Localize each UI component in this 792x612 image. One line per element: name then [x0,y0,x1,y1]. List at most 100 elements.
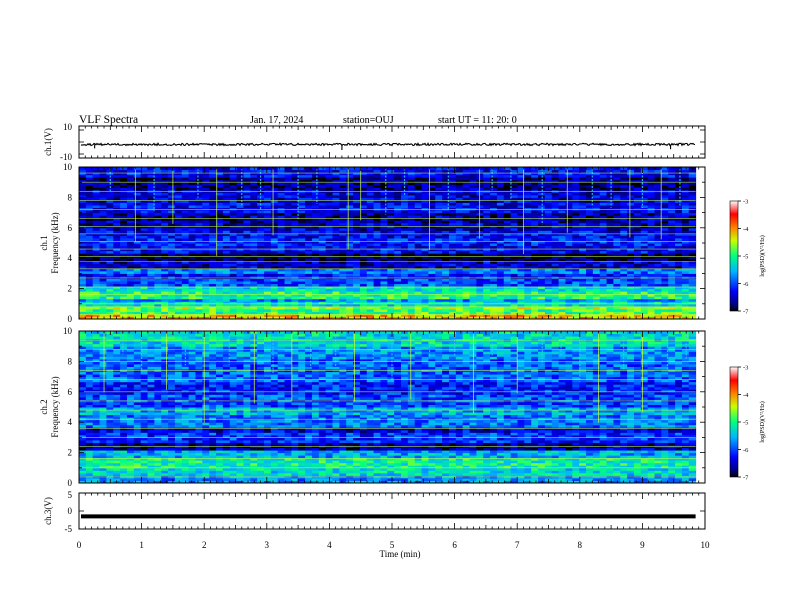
spectrogram-cell [243,258,251,262]
spectrogram-cell [85,298,94,302]
spectrogram-cell [414,301,423,305]
spectrogram-cell [490,306,498,310]
spectrogram-cell [633,230,642,234]
spectrogram-cell [640,222,649,226]
spectrogram-cell [401,288,409,292]
spectrogram-cell [359,232,368,236]
spectrogram-cell [640,225,649,229]
spectrogram-cell [174,225,183,229]
spectrogram-cell [140,243,149,247]
spectrogram-cell [263,306,272,310]
spectrogram-cell [161,227,169,231]
spectrogram-cell [291,258,299,262]
spectrogram-cell [325,255,333,259]
spectrogram-cell [592,298,601,302]
spectrogram-cell [318,301,327,305]
spectrogram-cell [291,298,299,302]
spectrogram-cell [387,194,395,198]
spectrogram-cell [524,303,532,307]
spectrogram-cell [243,217,251,221]
spectrogram-cell [339,205,347,209]
spectrogram-cell [483,245,491,249]
spectrogram-cell [613,222,621,226]
spectrogram-cell [277,275,286,279]
spectrogram-cell [332,210,340,214]
spectrogram-cell [558,278,566,282]
spectrogram-cell [462,260,471,264]
spectrogram-cell [373,263,381,267]
spectrogram-cell [483,194,491,198]
spectrogram-cell [654,210,662,214]
spectrogram-cell [181,255,190,259]
spectrogram-cell [496,222,505,226]
spectrogram-cell [558,260,566,264]
spectrogram-cell [517,316,525,320]
spectrogram-cell [654,301,662,305]
spectrogram-cell [599,275,608,279]
spectrogram-cell [688,303,697,307]
spectrogram-cell [126,202,135,206]
spectrogram-cell [229,303,238,307]
spectrogram-cell [305,237,313,241]
spectrogram-cell [394,217,402,221]
spectrogram-cell [462,243,471,247]
spectrogram-cell [250,205,258,209]
spectrogram-cell [442,273,450,277]
spectrogram-cell [551,205,560,209]
spectrogram-cell [675,217,683,221]
spectrogram-cell [654,298,662,302]
spectrogram-cell [585,217,594,221]
spectrogram-cell [305,230,313,234]
spectrogram-cell [277,270,286,274]
spectrogram-cell [654,313,662,317]
spectrogram-cell [174,192,183,196]
spectrogram-cell [291,227,299,231]
spectrogram-cell [661,245,669,249]
spectrogram-cell [339,248,347,252]
spectrogram-cell [298,298,306,302]
spectrogram-cell [688,194,697,198]
spectrogram-cell [585,207,594,211]
spectrogram-cell [188,187,196,191]
spectrogram-cell [359,202,368,206]
spectrogram-cell [414,273,423,277]
spectrogram-cell [675,205,683,209]
spectrogram-cell [387,301,395,305]
spectrogram-cell [661,253,669,257]
spectrogram-cell [627,237,635,241]
spectrogram-cell [668,240,676,244]
spectrogram-cell [140,313,149,317]
spectrogram-cell [538,258,546,262]
spectrogram-cell [305,293,313,297]
spectrogram-cell [85,187,94,191]
spectrogram-cell [620,194,628,198]
spectrogram-cell [565,270,573,274]
spectrogram-cell [688,212,697,216]
spectrogram-cell [236,202,244,206]
spectrogram-cell [263,197,272,201]
spectrogram-cell [257,301,265,305]
spectrogram-cell [414,303,423,307]
spectrogram-cell [216,265,224,269]
spectrogram-cell [250,225,258,229]
spectrogram-cell [359,253,368,257]
spectrogram-cell [421,275,429,279]
spectrogram-cell [284,187,292,191]
spectrogram-cell [401,207,409,211]
spectrogram-cell [325,220,333,224]
spectrogram-cell [257,194,265,198]
spectrogram-cell [174,245,183,249]
spectrogram-cell [394,194,402,198]
spectrogram-cell [640,293,649,297]
spectrogram-cell [243,255,251,259]
spectrogram-cell [455,235,464,239]
spectrogram-cell [551,296,560,300]
spectrogram-cell [647,288,655,292]
spectrogram-cell [161,308,169,312]
spectrogram-cell [654,245,662,249]
spectrogram-cell [263,281,272,285]
spectrogram-cell [325,187,333,191]
spectrogram-cell [647,205,655,209]
spectrogram-cell [496,291,505,295]
spectrogram-cell [455,286,464,290]
